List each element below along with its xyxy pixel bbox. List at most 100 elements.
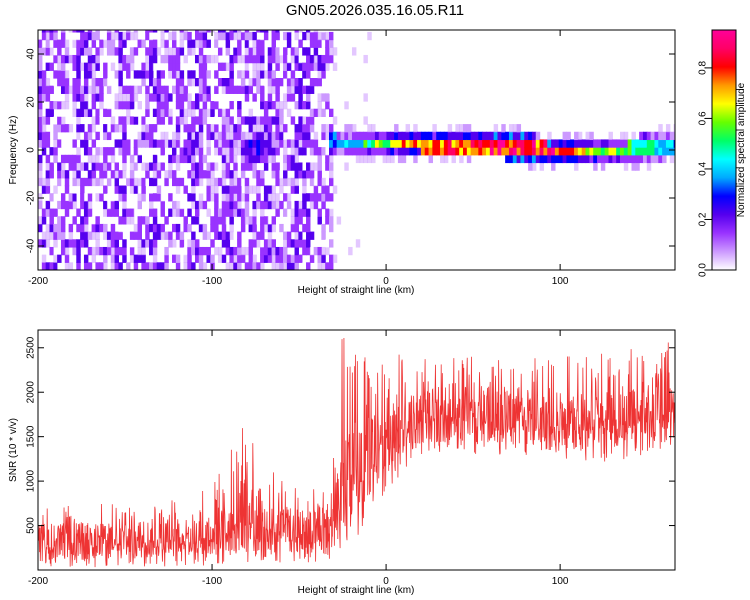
heatmap-cell (229, 154, 234, 164)
heatmap-cell (440, 154, 445, 164)
heatmap-cell (114, 185, 120, 194)
heatmap-cell (60, 139, 66, 148)
heatmap-cell (64, 246, 70, 256)
heatmap-cell (286, 85, 292, 94)
heatmap-cell (225, 108, 231, 117)
heatmap-cell (129, 101, 135, 110)
heatmap-cell (470, 147, 476, 156)
heatmap-cell (336, 147, 342, 156)
heatmap-cell (198, 262, 204, 270)
heatmap-cell (80, 185, 85, 194)
heatmap-cell (149, 193, 154, 202)
heatmap-cell (87, 30, 93, 33)
snr-line (38, 338, 675, 568)
heatmap-cell (413, 139, 418, 148)
heatmap-cell (41, 139, 47, 148)
heatmap-cell (83, 78, 89, 87)
heatmap-cell (53, 101, 58, 110)
heatmap-cell (279, 116, 284, 125)
heatmap-cell (64, 254, 70, 263)
heatmap-cell (275, 78, 280, 87)
heatmap-cell (229, 85, 234, 94)
heatmap-cell (206, 216, 211, 225)
heatmap-cell (129, 170, 135, 179)
heatmap-cell (194, 254, 200, 263)
heatmap-cell (118, 101, 123, 110)
heatmap-cell (95, 147, 100, 156)
heatmap-cell (290, 262, 296, 270)
heatmap-cell (175, 131, 181, 141)
heatmap-cell (252, 124, 257, 133)
heatmap-cell (309, 31, 315, 41)
heatmap-cell (639, 154, 644, 164)
heatmap-cell (57, 170, 62, 179)
heatmap-cell (267, 85, 273, 94)
heatmap-cell (673, 124, 675, 133)
heatmap-cell (38, 39, 43, 48)
heatmap-cell (175, 254, 181, 263)
heatmap-cell (543, 147, 548, 156)
heatmap-cell (256, 78, 261, 87)
heatmap-cell (263, 78, 269, 87)
heatmap-cell (294, 147, 299, 156)
heatmap-cell (298, 39, 303, 48)
heatmap-cell (214, 193, 219, 202)
heatmap-cell (99, 101, 104, 110)
heatmap-cell (53, 139, 58, 148)
heatmap-cell (267, 47, 273, 56)
heatmap-cell (267, 246, 273, 256)
heatmap-cell (91, 70, 97, 79)
heatmap-cell (99, 185, 104, 194)
heatmap-cell (164, 231, 169, 240)
heatmap-cell (149, 239, 154, 248)
heatmap-cell (145, 131, 150, 141)
heatmap-cell (198, 131, 204, 141)
heatmap-cell (654, 139, 659, 148)
heatmap-cell (106, 162, 112, 171)
heatmap-cell (179, 231, 185, 240)
heatmap-cell (217, 231, 223, 240)
heatmap-cell (290, 246, 296, 256)
heatmap-cell (463, 139, 468, 148)
heatmap-cell (570, 139, 575, 148)
heatmap-cell (110, 223, 116, 233)
heatmap-cell (160, 39, 165, 48)
heatmap-cell (168, 70, 173, 79)
heatmap-cell (298, 116, 303, 125)
heatmap-cell (214, 200, 219, 210)
heatmap-cell (38, 108, 43, 117)
heatmap-cell (505, 131, 510, 141)
heatmap-cell (263, 108, 269, 117)
spectrogram-x-label: Height of straight line (km) (298, 285, 415, 296)
heatmap-cell (263, 200, 269, 210)
heatmap-cell (290, 116, 296, 125)
heatmap-cell (68, 193, 74, 202)
heatmap-cell (76, 177, 81, 187)
heatmap-cell (294, 177, 299, 187)
heatmap-cell (623, 154, 629, 164)
heatmap-cell (99, 200, 104, 210)
heatmap-cell (53, 246, 58, 256)
heatmap-cell (60, 78, 66, 87)
heatmap-cell (267, 231, 273, 240)
heatmap-cell (485, 139, 491, 148)
heatmap-cell (122, 147, 127, 156)
heatmap-cell (665, 147, 671, 156)
heatmap-cell (214, 147, 219, 156)
heatmap-cell (68, 223, 74, 233)
heatmap-cell (210, 200, 215, 210)
heatmap-cell (118, 39, 123, 48)
heatmap-cell (260, 200, 265, 210)
heatmap-cell (229, 101, 234, 110)
heatmap-cell (145, 62, 150, 71)
heatmap-cell (49, 262, 54, 270)
heatmap-cell (351, 131, 357, 141)
heatmap-cell (191, 70, 196, 79)
heatmap-cell (183, 116, 188, 125)
heatmap-cell (260, 47, 265, 56)
heatmap-cell (45, 154, 51, 164)
heatmap-cell (187, 147, 192, 156)
heatmap-cell (665, 131, 671, 141)
heatmap-cell (87, 47, 93, 56)
